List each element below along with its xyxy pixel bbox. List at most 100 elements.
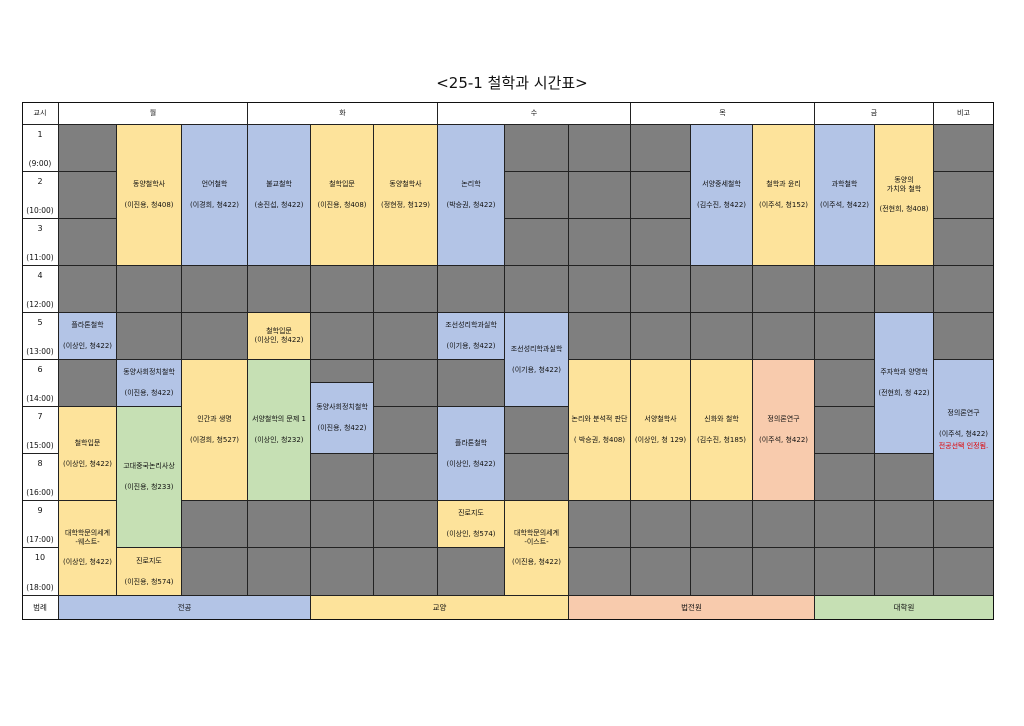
empty-slot (753, 501, 815, 548)
period-row: 7 (15:00) (22, 407, 59, 454)
empty-slot (311, 313, 374, 360)
empty-slot (815, 266, 875, 313)
empty-slot (59, 172, 117, 219)
empty-slot (59, 125, 117, 172)
empty-slot (505, 219, 569, 266)
period-row: 8 (16:00) (22, 454, 59, 501)
timetable-grid: 교시 월 화 수 목 금 비고 1 (9:00) 2 (10:00) 3 (11:00… (22, 102, 994, 620)
empty-slot (59, 219, 117, 266)
legend-major: 전공 (59, 596, 311, 620)
course-block[interactable]: 고대중국논리사상 (이진용, 청233) (117, 407, 182, 548)
period-row: 6 (14:00) (22, 360, 59, 407)
course-block[interactable]: 정의론연구 (이주석, 청422) 전공선택 인정됨. (934, 360, 994, 501)
course-block[interactable]: 진로지도 (이상인, 청574) (438, 501, 505, 548)
empty-slot (311, 266, 374, 313)
course-block[interactable]: 서양철학사 (이상인, 청 129) (631, 360, 691, 501)
empty-slot (182, 548, 248, 596)
course-block[interactable]: 불교철학 (송진섭, 청422) (248, 125, 311, 266)
empty-slot (569, 125, 631, 172)
empty-slot (815, 501, 875, 548)
empty-slot (815, 360, 875, 407)
empty-slot (691, 266, 753, 313)
empty-slot (438, 360, 505, 407)
empty-slot (815, 313, 875, 360)
course-block[interactable]: 동양철학사 (이진용, 청408) (117, 125, 182, 266)
course-block[interactable]: 플라톤철학 (이상인, 청422) (438, 407, 505, 501)
empty-slot (311, 548, 374, 596)
course-block[interactable]: 철학과 윤리 (이주석, 청152) (753, 125, 815, 266)
course-block[interactable]: 조선성리학과실학 (이기용, 청422) (505, 313, 569, 407)
empty-slot (505, 407, 569, 454)
course-block[interactable]: 동양철학사 (정현정, 청129) (374, 125, 438, 266)
page-title: <25-1 철학과 시간표> (436, 74, 588, 92)
empty-slot (569, 172, 631, 219)
empty-slot (934, 172, 994, 219)
empty-slot (569, 313, 631, 360)
period-row: 4 (12:00) (22, 266, 59, 313)
empty-slot (753, 266, 815, 313)
course-block[interactable]: 주자학과 양명학 (전현희, 청 422) (875, 313, 934, 454)
course-block[interactable]: 서양철학의 문제 1 (이상인, 청232) (248, 360, 311, 501)
course-block[interactable]: 철학입문 (이상인, 청422) (59, 407, 117, 501)
empty-slot (117, 313, 182, 360)
empty-slot (875, 548, 934, 596)
empty-slot (248, 548, 311, 596)
course-block[interactable]: 논리학 (박승권, 청422) (438, 125, 505, 266)
empty-slot (374, 548, 438, 596)
empty-slot (569, 266, 631, 313)
course-block[interactable]: 조선성리학과실학 (이기용, 청422) (438, 313, 505, 360)
empty-slot (691, 548, 753, 596)
empty-slot (934, 501, 994, 548)
course-block[interactable]: 대학학문의세계 -이스트- (이진용, 청422) (505, 501, 569, 596)
empty-slot (182, 313, 248, 360)
period-row: 5 (13:00) (22, 313, 59, 360)
empty-slot (815, 454, 875, 501)
course-block[interactable]: 논리와 분석적 판단( 박승권, 청408) (569, 360, 631, 501)
empty-slot (311, 501, 374, 548)
empty-slot (374, 501, 438, 548)
empty-slot (569, 501, 631, 548)
header-fri: 금 (815, 102, 934, 125)
course-block[interactable]: 신화와 철학 (김수진, 청185) (691, 360, 753, 501)
empty-slot (374, 454, 438, 501)
course-block[interactable]: 진로지도 (이진용, 청574) (117, 548, 182, 596)
empty-slot (631, 125, 691, 172)
course-block[interactable]: 언어철학 (이경희, 청422) (182, 125, 248, 266)
empty-slot (631, 501, 691, 548)
empty-slot (569, 219, 631, 266)
empty-slot (438, 548, 505, 596)
empty-slot (875, 266, 934, 313)
empty-slot (631, 266, 691, 313)
empty-slot (691, 313, 753, 360)
empty-slot (934, 266, 994, 313)
empty-slot (815, 548, 875, 596)
course-block[interactable]: 동양사회정치철학 (이진용, 청422) (117, 360, 182, 407)
elective-note: 전공선택 인정됨. (938, 442, 989, 451)
period-row: 1 (9:00) (22, 125, 59, 172)
empty-slot (505, 454, 569, 501)
empty-slot (505, 125, 569, 172)
course-block[interactable]: 철학입문 (이상인, 청422) (248, 313, 311, 360)
empty-slot (374, 313, 438, 360)
course-block[interactable]: 대학학문의세계 -웨스트- (이상인, 청422) (59, 501, 117, 596)
course-block[interactable]: 정의론연구 (이주석, 청422) (753, 360, 815, 501)
legend-graduate: 대학원 (815, 596, 994, 620)
empty-slot (934, 125, 994, 172)
course-block[interactable]: 철학입문 (이진용, 청408) (311, 125, 374, 266)
empty-slot (569, 548, 631, 596)
header-notes: 비고 (934, 102, 994, 125)
course-block[interactable]: 과학철학 (이주석, 청422) (815, 125, 875, 266)
empty-slot (505, 172, 569, 219)
header-period: 교시 (22, 102, 59, 125)
empty-slot (815, 407, 875, 454)
course-block[interactable]: 플라톤철학 (이상인, 청422) (59, 313, 117, 360)
empty-slot (248, 501, 311, 548)
empty-slot (631, 219, 691, 266)
course-block[interactable]: 동양사회정치철학 (이진용, 청422) (311, 383, 374, 454)
legend-law-school: 법전원 (569, 596, 815, 620)
course-block[interactable]: 동양의 가치와 철학 (전현희, 청408) (875, 125, 934, 266)
empty-slot (631, 548, 691, 596)
course-block[interactable]: 인간과 생명 (이경희, 청527) (182, 360, 248, 501)
empty-slot (59, 360, 117, 407)
course-block[interactable]: 서양중세철학 (김수진, 청422) (691, 125, 753, 266)
